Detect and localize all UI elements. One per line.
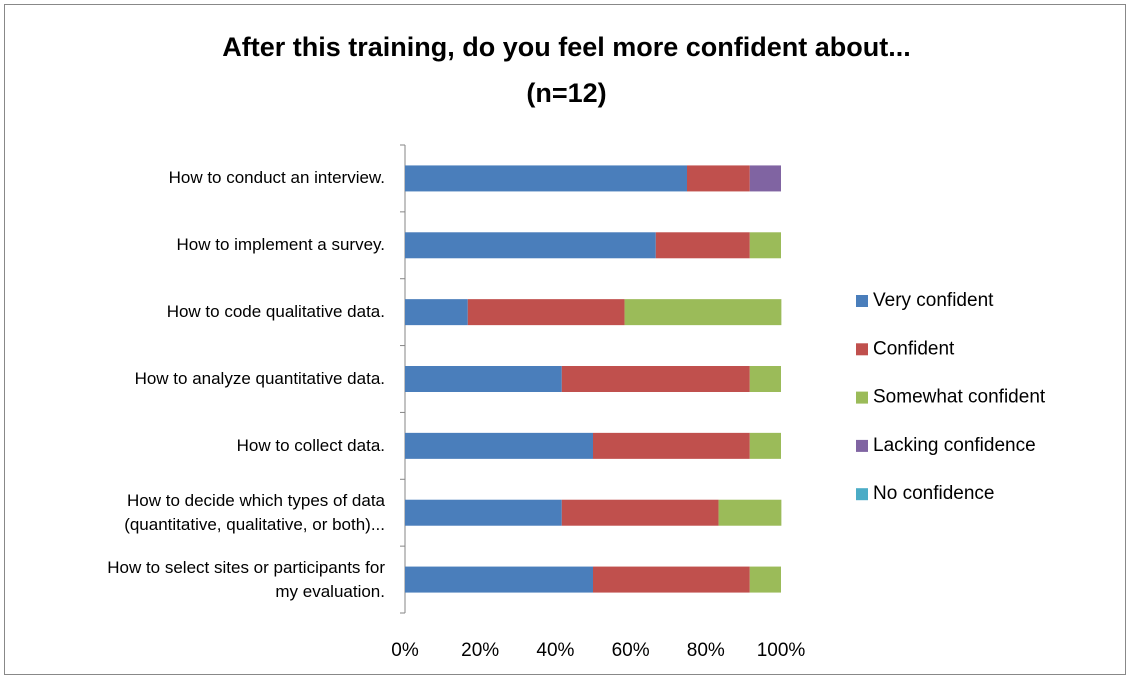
bar-segment — [405, 366, 562, 392]
y-tick-label: How to code qualitative data. — [166, 302, 385, 322]
bar-segment — [624, 299, 782, 326]
bar-segment — [687, 165, 750, 192]
y-tick-label: How to decide which types of data (quant… — [124, 490, 385, 534]
bar-segment — [405, 432, 593, 459]
bar-segment — [593, 566, 750, 593]
legend-swatch — [856, 439, 868, 452]
legend-label: Lacking confidence — [873, 435, 1036, 456]
legend-label: No confidence — [873, 483, 994, 504]
y-tick-label: How to implement a survey. — [176, 235, 385, 255]
y-tick-label: How to collect data. — [236, 435, 385, 455]
legend-swatch — [856, 391, 868, 404]
bar-segment — [749, 165, 781, 192]
bar-segment — [467, 299, 625, 326]
y-tick-label: How to analyze quantitative data. — [134, 369, 385, 388]
bar-segment — [405, 299, 468, 326]
bar-segment — [655, 232, 750, 259]
legend-swatch — [856, 488, 868, 501]
x-tick-label: 0% — [391, 640, 419, 661]
x-tick-label: 20% — [461, 640, 499, 661]
bar-segment — [561, 499, 719, 526]
bar-segment — [749, 566, 781, 593]
bar-segment — [593, 432, 750, 459]
bar-segment — [405, 232, 656, 259]
bar-segment — [749, 432, 781, 459]
bar-segment — [749, 232, 781, 259]
y-tick-label: How to conduct an interview. — [168, 168, 385, 188]
legend-label: Confident — [873, 338, 955, 359]
bar-segment — [405, 165, 687, 192]
chart-frame — [4, 4, 1126, 675]
legend-swatch — [856, 343, 868, 356]
legend-swatch — [856, 295, 868, 307]
bar-segment — [405, 499, 562, 526]
y-tick-label: How to select sites or participants for … — [107, 557, 385, 601]
bar-segment — [718, 499, 782, 526]
x-tick-label: 80% — [687, 640, 725, 661]
bar-segment — [405, 566, 593, 593]
legend-label: Very confident — [873, 290, 994, 311]
legend-label: Somewhat confident — [873, 387, 1046, 408]
chart-title: After this training, do you feel more co… — [222, 32, 911, 108]
bar-segment — [561, 366, 750, 392]
x-tick-label: 40% — [536, 640, 574, 661]
x-tick-label: 60% — [612, 640, 650, 661]
bar-segment — [749, 366, 781, 392]
x-tick-label: 100% — [757, 640, 806, 661]
